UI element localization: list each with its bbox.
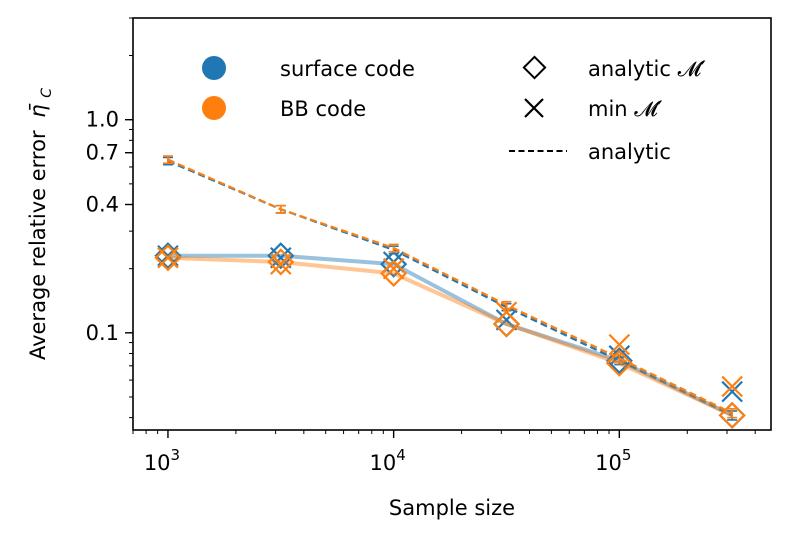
legend: surface code BB code analytic 𝓜′ min 𝓜′ … <box>202 55 706 164</box>
svg-text:Average relative error η: Average relative error η̄ C <box>26 88 55 360</box>
y-axis-label: Average relative error <box>26 130 50 360</box>
bb-code-xmark-0 <box>157 246 179 269</box>
y-axis-symbol: η̄ <box>26 103 50 117</box>
y-axis-symbol-subscript: C <box>39 88 55 98</box>
x-tick-label-1: 104 <box>369 446 405 475</box>
bb-code-xmark-3 <box>495 301 518 323</box>
bb-code-errorbar-0 <box>162 155 173 164</box>
series-layer <box>154 155 746 429</box>
bb-code-errorbar-5 <box>727 408 738 419</box>
y-tick-label-3: 0.1 <box>86 321 119 345</box>
bb-code-analytic-dashed-line <box>167 158 733 415</box>
bb-code-diamond-0 <box>154 244 182 272</box>
bb-code-xmark-2 <box>382 257 405 280</box>
legend-marker-min-m <box>524 98 544 118</box>
y-tick-label-2: 0.4 <box>86 193 119 217</box>
surface-code-diamond-1 <box>267 242 295 270</box>
y-tick-label-1: 0.7 <box>86 141 119 165</box>
bb-code-errorbar-2 <box>388 243 399 253</box>
bb-code-xmark-4 <box>608 333 631 356</box>
legend-label-min-m: min 𝓜′ <box>588 97 663 121</box>
surface-code-analytic-m-line <box>167 253 734 418</box>
legend-marker-analytic-m <box>522 55 547 80</box>
surface-code-xmark-3 <box>495 309 518 331</box>
x-tick-label-2: 105 <box>595 446 631 475</box>
legend-label-analytic: analytic <box>588 140 671 164</box>
surface-code-xmark-5 <box>721 380 743 403</box>
bb-code-errorbar-1 <box>275 204 286 214</box>
x-tick-label-0: 103 <box>144 446 180 475</box>
bb-code-xmark-5 <box>721 375 743 398</box>
legend-marker-surface-code <box>202 56 226 80</box>
legend-marker-bb-code <box>202 96 226 120</box>
surface-code-diamond-4 <box>605 347 633 375</box>
bb-code-diamond-5 <box>718 401 746 429</box>
bb-code-diamond-2 <box>380 259 408 287</box>
bb-code-diamond-4 <box>605 349 633 377</box>
legend-label-analytic-m: analytic 𝓜′ <box>588 57 706 81</box>
surface-code-diamond-0 <box>154 242 182 270</box>
y-tick-label-0: 1.0 <box>86 108 119 132</box>
legend-label-bb-code: BB code <box>280 97 366 121</box>
legend-label-surface-code: surface code <box>280 57 415 81</box>
x-axis-label: Sample size <box>389 496 515 520</box>
bb-code-xmark-1 <box>270 253 292 275</box>
plot-frame <box>132 17 772 431</box>
ticks-layer: 103 104 105 1.0 0.7 0.4 0.1 <box>86 17 756 475</box>
bb-code-analytic-m-line <box>167 255 733 418</box>
y-axis-label-group: Average relative error η̄ C <box>26 88 55 360</box>
bb-code-diamond-1 <box>267 248 295 276</box>
plot-area <box>133 18 771 430</box>
surface-code-xmark-1 <box>270 246 292 269</box>
